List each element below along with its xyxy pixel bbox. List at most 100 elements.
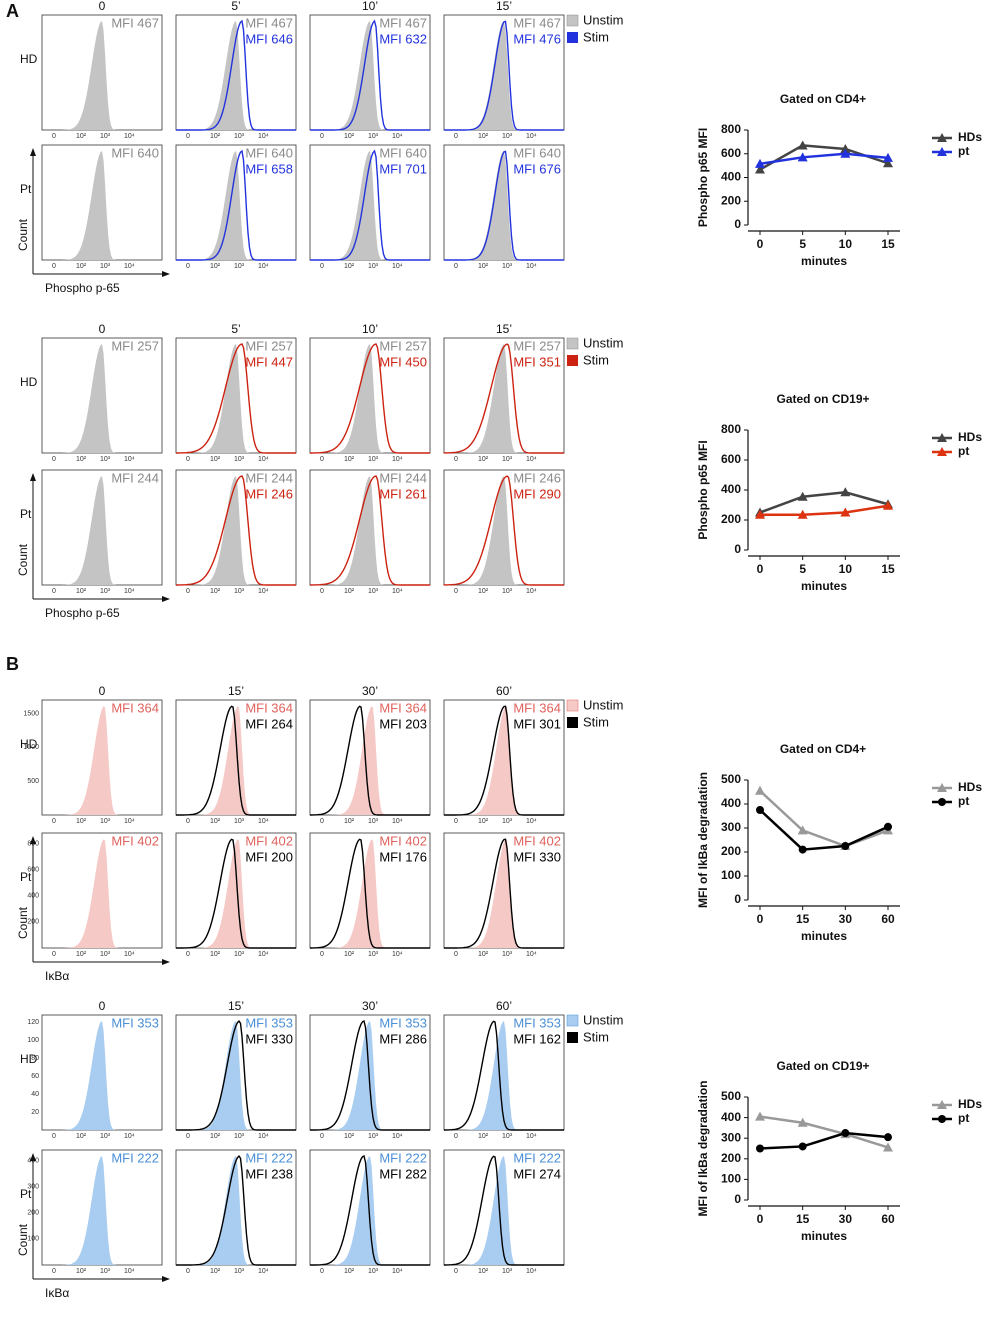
chart-title: Gated on CD19+ <box>776 1059 869 1073</box>
series-marker <box>756 806 764 814</box>
hist-x-tick: 0 <box>52 263 56 270</box>
series-line <box>759 1115 889 1149</box>
hist-x-tick: 10⁴ <box>258 456 269 463</box>
legend-swatch <box>566 1014 579 1027</box>
hist-x-tick: 10² <box>76 818 87 825</box>
series-marker <box>797 509 808 519</box>
arrow-head <box>30 836 36 844</box>
hist-x-tick: 0 <box>454 1268 458 1275</box>
hist-x-tick: 10² <box>210 951 221 958</box>
legend-label: HDs <box>958 780 982 794</box>
count-tick: 120 <box>27 1019 39 1026</box>
hist-x-tick: 10³ <box>368 588 379 595</box>
mfi-label: MFI 467 <box>111 15 159 30</box>
mfi-label: MFI 646 <box>245 31 293 46</box>
count-label: Count <box>16 1223 30 1256</box>
unstim-histogram <box>42 151 162 260</box>
mfi-label: MFI 658 <box>245 161 293 176</box>
hist-x-tick: 10² <box>478 133 489 140</box>
time-label: 60’ <box>496 684 512 698</box>
time-label: 5’ <box>231 322 240 336</box>
series-marker <box>883 158 893 168</box>
arrow-head <box>30 1153 36 1161</box>
hist-x-tick: 10⁴ <box>526 588 537 595</box>
series-line <box>759 152 889 166</box>
x-axis-label: minutes <box>801 929 847 943</box>
hist-x-tick: 10² <box>210 1268 221 1275</box>
time-label: 15’ <box>228 684 244 698</box>
mfi-label: MFI 286 <box>379 1031 427 1046</box>
hist-x-tick: 10³ <box>502 588 513 595</box>
hist-x-tick: 10³ <box>502 1133 513 1140</box>
hist-x-tick: 10² <box>344 456 355 463</box>
hist-x-tick: 10³ <box>100 951 111 958</box>
series-marker <box>841 842 850 850</box>
legend-label: HDs <box>958 130 982 144</box>
series-marker <box>797 1117 808 1127</box>
mfi-label: MFI 450 <box>379 354 427 369</box>
mfi-label: MFI 402 <box>379 833 427 848</box>
hist-x-tick: 10⁴ <box>392 263 403 270</box>
hist-x-tick: 0 <box>320 951 324 958</box>
mfi-label: MFI 402 <box>245 833 293 848</box>
count-label: Count <box>16 218 30 251</box>
x-tick-label: 0 <box>757 1212 764 1226</box>
arrow-head <box>162 271 170 277</box>
hist-x-tick: 10⁴ <box>258 1133 269 1140</box>
stim-histogram <box>310 1154 430 1266</box>
hist-x-tick: 10² <box>478 456 489 463</box>
stim-histogram <box>310 1019 430 1131</box>
hist-x-tick: 10² <box>344 1133 355 1140</box>
y-tick-label: 200 <box>721 1151 741 1165</box>
x-tick-label: 30 <box>839 1212 853 1226</box>
unstim-histogram <box>310 1156 430 1265</box>
hist-x-tick: 10² <box>478 1268 489 1275</box>
unstim-histogram <box>42 839 162 948</box>
unstim-histogram <box>444 476 564 585</box>
legend-marker <box>938 1115 946 1123</box>
y-tick-label: 400 <box>721 482 741 496</box>
x-tick-label: 0 <box>757 562 764 576</box>
stim-histogram <box>176 343 296 454</box>
series-marker <box>797 491 808 501</box>
hist-x-label: IκBα <box>45 969 69 983</box>
hist-x-tick: 10⁴ <box>258 951 269 958</box>
hist-x-tick: 10⁴ <box>526 263 537 270</box>
mfi-label: MFI 353 <box>379 1015 427 1030</box>
unstim-histogram <box>310 706 430 815</box>
hist-x-tick: 10⁴ <box>526 1268 537 1275</box>
time-label: 60’ <box>496 999 512 1013</box>
mfi-label: MFI 353 <box>111 1015 159 1030</box>
unstim-histogram <box>310 839 430 948</box>
stim-histogram <box>176 1155 296 1266</box>
mfi-label: MFI 244 <box>245 470 293 485</box>
hist-x-tick: 10⁴ <box>124 1133 135 1140</box>
unstim-histogram <box>444 839 564 948</box>
hist-x-label: Phospho p-65 <box>45 281 120 295</box>
legend-swatch <box>566 699 579 712</box>
legend-swatch <box>566 14 579 27</box>
mfi-label: MFI 176 <box>379 849 427 864</box>
hist-x-tick: 0 <box>454 951 458 958</box>
x-tick-label: 5 <box>799 562 806 576</box>
series-marker <box>883 500 893 510</box>
series-marker <box>884 1133 892 1142</box>
mfi-label: MFI 222 <box>513 1150 561 1165</box>
unstim-histogram <box>310 151 430 260</box>
row-label: HD <box>20 1052 38 1066</box>
legend-swatch <box>567 32 578 43</box>
x-tick-label: 5 <box>799 237 806 251</box>
hist-x-tick: 0 <box>454 133 458 140</box>
x-axis-label: minutes <box>801 254 847 268</box>
unstim-histogram <box>444 21 564 130</box>
mfi-label: MFI 353 <box>513 1015 561 1030</box>
row-label: HD <box>20 375 38 389</box>
arrow-head <box>30 148 36 156</box>
hist-x-tick: 10² <box>478 951 489 958</box>
stim-histogram <box>310 343 430 454</box>
y-tick-label: 800 <box>721 422 741 436</box>
series-marker <box>883 1142 893 1152</box>
stim-histogram <box>176 838 296 949</box>
mfi-label: MFI 402 <box>513 833 561 848</box>
series-marker <box>797 152 808 162</box>
